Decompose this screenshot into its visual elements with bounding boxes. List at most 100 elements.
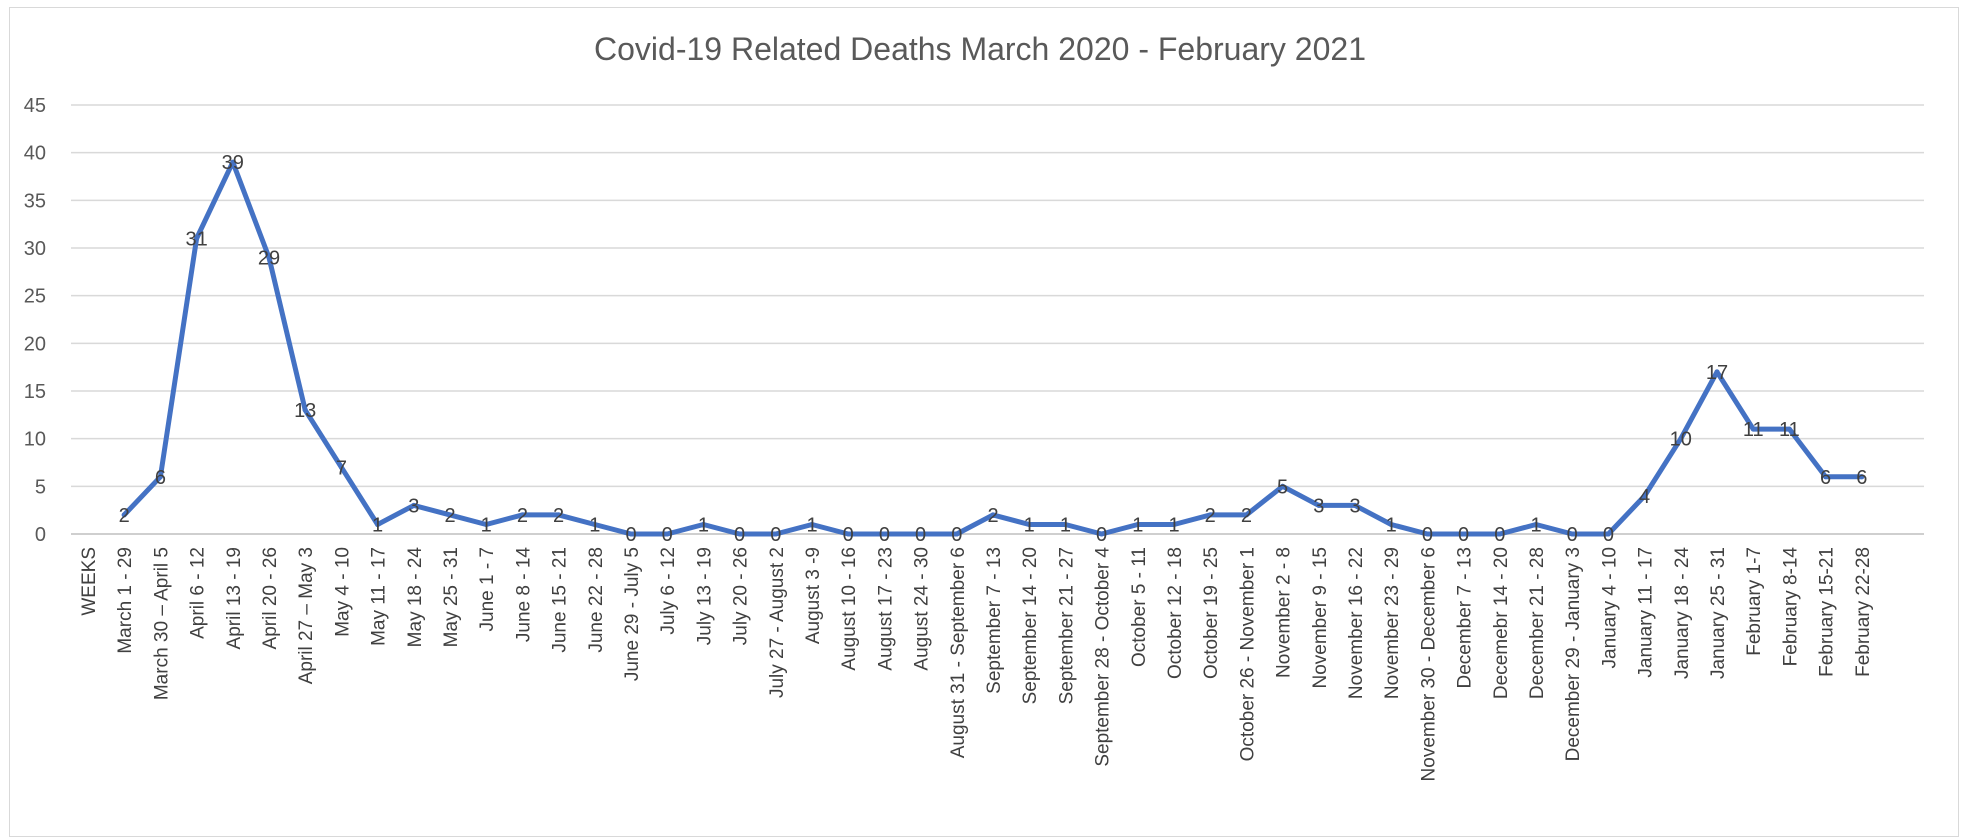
data-point xyxy=(628,531,634,537)
x-tick-label: November 9 - 15 xyxy=(1310,547,1331,689)
x-tick-label: May 11 - 17 xyxy=(369,547,390,646)
data-label: 17 xyxy=(1706,362,1728,384)
x-tick-label: December 21 - 28 xyxy=(1527,547,1548,699)
x-tick-label: December 29 - January 3 xyxy=(1563,547,1584,761)
data-point xyxy=(266,255,272,261)
x-tick-label: January 18 - 24 xyxy=(1672,547,1693,679)
x-tick-label: July 20 - 26 xyxy=(731,547,752,645)
data-point xyxy=(338,464,344,470)
x-tick-label: April 13 - 19 xyxy=(224,547,245,649)
x-tick-label: September 7 - 13 xyxy=(984,547,1005,694)
data-label: 3 xyxy=(1313,495,1324,517)
data-label: 1 xyxy=(1168,514,1179,536)
x-tick-label: April 20 - 26 xyxy=(260,547,281,649)
data-point xyxy=(1714,369,1720,375)
data-point xyxy=(1062,521,1068,527)
x-tick-label: September 14 - 20 xyxy=(1020,547,1041,704)
data-point xyxy=(447,512,453,518)
data-point xyxy=(1461,531,1467,537)
x-tick-label: March 1 - 29 xyxy=(115,547,136,654)
x-tick-label: January 25 - 31 xyxy=(1708,547,1729,679)
data-label: 11 xyxy=(1779,419,1800,441)
x-tick-label: February 1-7 xyxy=(1744,547,1765,656)
data-label: 31 xyxy=(185,228,207,250)
x-tick-label: June 1 - 7 xyxy=(477,547,498,632)
data-label: 0 xyxy=(1458,524,1469,546)
data-point xyxy=(700,521,706,527)
x-tick-label: April 6 - 12 xyxy=(188,547,209,639)
y-tick-label: 25 xyxy=(24,286,46,308)
x-axis-ticks: WEEKS March 1 - 29 March 30 – April 5 April… xyxy=(79,547,1874,782)
data-label: 6 xyxy=(1820,467,1831,489)
x-tick-label: November 16 - 22 xyxy=(1346,547,1367,699)
data-point xyxy=(809,521,815,527)
data-label: 1 xyxy=(806,514,817,536)
data-point xyxy=(1533,521,1539,527)
x-tick-label: January 4 - 10 xyxy=(1599,547,1620,668)
x-tick-label: Decemebr 14 - 20 xyxy=(1491,547,1512,699)
data-point xyxy=(1569,531,1575,537)
data-label: 3 xyxy=(1349,495,1360,517)
data-label: 1 xyxy=(481,514,492,536)
data-points xyxy=(121,159,1865,537)
x-tick-label: February 22-28 xyxy=(1853,547,1874,677)
data-label: 1 xyxy=(1060,514,1071,536)
data-point xyxy=(375,521,381,527)
x-tick-label: July 13 - 19 xyxy=(694,547,715,645)
data-point xyxy=(411,502,417,508)
x-tick-label: April 27 – May 3 xyxy=(296,547,317,684)
x-tick-label: May 25 - 31 xyxy=(441,547,462,647)
data-label: 2 xyxy=(553,505,564,527)
data-label: 0 xyxy=(843,524,854,546)
data-label: 2 xyxy=(1241,505,1252,527)
data-point xyxy=(1352,502,1358,508)
data-point xyxy=(194,235,200,241)
data-label: 0 xyxy=(951,524,962,546)
data-label: 0 xyxy=(734,524,745,546)
data-label: 2 xyxy=(1205,505,1216,527)
data-label: 1 xyxy=(372,514,383,536)
chart-title: Covid-19 Related Deaths March 2020 - Feb… xyxy=(594,31,1366,67)
data-point xyxy=(1243,512,1249,518)
series-layer xyxy=(121,159,1865,537)
data-point xyxy=(1497,531,1503,537)
x-tick-label: June 8 - 14 xyxy=(513,547,534,642)
data-label: 0 xyxy=(1422,524,1433,546)
data-label: 4 xyxy=(1639,486,1650,508)
data-point xyxy=(1099,531,1105,537)
y-axis-ticks: 0 5 10 15 20 25 30 35 40 45 xyxy=(24,95,46,546)
x-tick-label: May 18 - 24 xyxy=(405,547,426,648)
x-tick-label: May 4 - 10 xyxy=(332,547,353,637)
data-point xyxy=(1388,521,1394,527)
y-tick-label: 40 xyxy=(24,143,46,165)
x-tick-label: March 30 – April 5 xyxy=(151,547,172,700)
x-tick-label: January 11 - 17 xyxy=(1636,547,1657,678)
data-point xyxy=(592,521,598,527)
data-label: 13 xyxy=(294,400,316,422)
x-tick-label: September 21 - 27 xyxy=(1056,547,1077,704)
data-label: 0 xyxy=(1603,524,1614,546)
data-point xyxy=(737,531,743,537)
x-axis-label: WEEKS xyxy=(79,547,100,616)
chart-frame xyxy=(9,7,1959,837)
x-tick-label: October 26 - November 1 xyxy=(1237,547,1258,761)
x-tick-label: July 27 - August 2 xyxy=(767,547,788,698)
data-point xyxy=(1823,474,1829,480)
data-label: 11 xyxy=(1743,419,1764,441)
data-label: 0 xyxy=(915,524,926,546)
y-tick-label: 10 xyxy=(24,429,46,451)
data-label: 1 xyxy=(1530,514,1541,536)
data-point xyxy=(845,531,851,537)
data-point xyxy=(881,531,887,537)
data-label: 29 xyxy=(258,248,280,270)
x-tick-label: October 5 - 11 xyxy=(1129,547,1150,667)
x-tick-label: October 19 - 25 xyxy=(1201,547,1222,679)
x-tick-label: November 23 - 29 xyxy=(1382,547,1403,699)
data-label: 2 xyxy=(444,505,455,527)
data-label: 1 xyxy=(1386,514,1397,536)
data-label: 1 xyxy=(589,514,600,536)
data-point xyxy=(664,531,670,537)
data-label: 6 xyxy=(1856,467,1867,489)
